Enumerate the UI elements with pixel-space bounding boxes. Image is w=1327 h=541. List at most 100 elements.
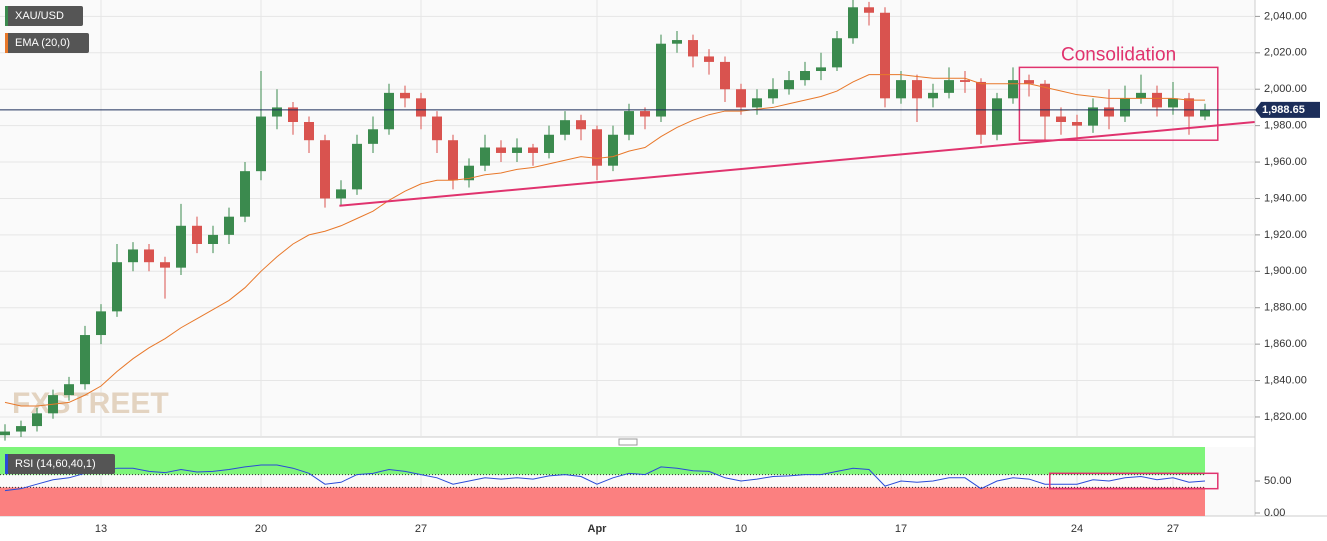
candle-body: [624, 111, 634, 135]
legend-rsi-box: [5, 454, 115, 474]
x-tick-label: 20: [255, 523, 267, 535]
x-tick-label: 27: [1167, 523, 1179, 535]
candle-body: [320, 140, 330, 199]
candle-body: [400, 92, 410, 99]
trendline: [339, 120, 1255, 207]
y-tick-label: 1,940.00: [1264, 192, 1307, 204]
candle-body: [592, 129, 602, 166]
candle-body: [816, 67, 826, 72]
x-tick-label: 13: [95, 523, 107, 535]
candle-body: [752, 98, 762, 108]
candle-body: [528, 147, 538, 153]
candle-body: [848, 7, 858, 39]
candle-body: [1136, 92, 1146, 99]
candle-body: [432, 116, 442, 141]
candle-body: [720, 61, 730, 90]
y-tick-label: 2,000.00: [1264, 83, 1307, 95]
candle-body: [928, 92, 938, 99]
candle-body: [240, 171, 250, 217]
y-tick-label: 1,840.00: [1264, 374, 1307, 386]
candle-body: [1056, 116, 1066, 122]
candle-body: [704, 56, 714, 62]
x-tick-label: 27: [415, 523, 427, 535]
candle-body: [576, 120, 586, 130]
candle-body: [560, 120, 570, 135]
candle-body: [784, 80, 794, 90]
candle-body: [176, 225, 186, 268]
last-price-tag: [1255, 101, 1320, 118]
candle-body: [1008, 80, 1018, 99]
x-tick-label: 10: [735, 523, 747, 535]
y-tick-label: 50.00: [1264, 475, 1292, 487]
overbought-band: [0, 447, 1205, 475]
candle-body: [144, 249, 154, 263]
legend-ema-box: [5, 33, 89, 53]
candle-body: [272, 107, 282, 117]
annotation-text: Consolidation: [1061, 44, 1176, 65]
candle-body: [992, 98, 1002, 135]
candle-body: [16, 426, 26, 432]
candle-body: [1040, 83, 1050, 117]
resize-handle[interactable]: [618, 438, 638, 446]
legend-ema: EMA (20,0): [15, 37, 70, 49]
oversold-band: [0, 487, 1205, 516]
candle-body: [80, 335, 90, 385]
candle-body: [864, 7, 874, 13]
candle-body: [1024, 80, 1034, 84]
candle-body: [544, 134, 554, 153]
y-tick-label: 1,900.00: [1264, 265, 1307, 277]
candle-body: [128, 249, 138, 263]
candle-body: [64, 384, 74, 396]
candle-body: [32, 413, 42, 427]
candle-body: [912, 80, 922, 99]
candle-body: [112, 262, 122, 312]
candle-body: [256, 116, 266, 172]
y-tick-label: 1,920.00: [1264, 229, 1307, 241]
candle-body: [416, 98, 426, 117]
candle-body: [672, 40, 682, 44]
x-tick-label: Apr: [588, 523, 608, 535]
candle-body: [688, 40, 698, 57]
candle-body: [304, 121, 314, 141]
x-tick-label: 17: [895, 523, 907, 535]
candle-body: [480, 147, 490, 166]
candle-body: [1168, 98, 1178, 108]
legend-title-swatch: [5, 6, 8, 26]
candle-body: [1120, 98, 1130, 117]
legend-ema-swatch: [5, 33, 8, 53]
candle-body: [880, 12, 890, 99]
candle-body: [96, 311, 106, 336]
x-tick-label: 24: [1071, 523, 1083, 535]
y-tick-label: 1,980.00: [1264, 120, 1307, 132]
last-price-label: 1,988.65: [1262, 104, 1305, 116]
y-tick-label: 0.00: [1264, 507, 1285, 519]
candle-body: [192, 225, 202, 244]
candle-body: [1184, 98, 1194, 117]
candle-body: [976, 81, 986, 135]
ema-line: [4, 74, 1205, 407]
candle-body: [352, 143, 362, 190]
candle-body: [464, 165, 474, 181]
candle-body: [368, 129, 378, 144]
candle-body: [0, 431, 10, 436]
candle-body: [832, 38, 842, 68]
candle-body: [960, 80, 970, 82]
candle-body: [336, 189, 346, 199]
candle-body: [1072, 121, 1082, 126]
y-tick-label: 1,880.00: [1264, 302, 1307, 314]
rsi-line: [4, 464, 1206, 492]
candle-body: [656, 43, 666, 117]
legend-rsi: RSI (14,60,40,1): [15, 458, 96, 470]
annotation-box: [1018, 66, 1219, 141]
legend-title-box: [5, 6, 83, 26]
legend-rsi-swatch: [5, 454, 8, 474]
candle-body: [512, 147, 522, 153]
candle-body: [1200, 109, 1210, 117]
candle-body: [208, 234, 218, 244]
candle-body: [768, 89, 778, 99]
candle-body: [640, 111, 650, 117]
candle-body: [800, 71, 810, 81]
candle-body: [1104, 107, 1114, 117]
price-panel: [0, 0, 1255, 437]
